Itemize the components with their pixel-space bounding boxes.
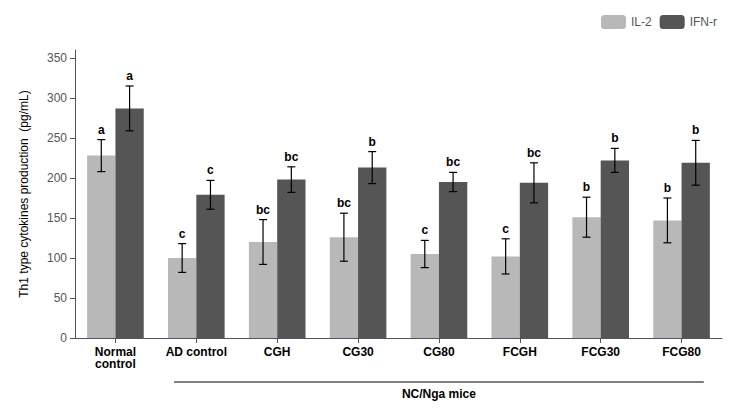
svg-text:CGH: CGH [264, 345, 291, 359]
svg-text:c: c [207, 163, 214, 177]
svg-text:AD control: AD control [166, 345, 227, 359]
svg-text:b: b [369, 135, 376, 149]
svg-text:250: 250 [47, 131, 67, 145]
svg-text:b: b [692, 123, 699, 137]
svg-text:150: 150 [47, 211, 67, 225]
svg-text:c: c [179, 227, 186, 241]
svg-text:b: b [611, 131, 618, 145]
svg-text:50: 50 [54, 291, 68, 305]
svg-text:FCG30: FCG30 [581, 345, 620, 359]
svg-text:200: 200 [47, 171, 67, 185]
svg-text:bc: bc [527, 146, 541, 160]
svg-text:bc: bc [337, 196, 351, 210]
svg-text:IL-2: IL-2 [631, 15, 652, 29]
svg-text:NC/Nga mice: NC/Nga mice [402, 387, 476, 401]
svg-text:350: 350 [47, 51, 67, 65]
svg-text:Th1 type cytokines production: Th1 type cytokines production (pg/mL) [17, 90, 31, 297]
svg-text:IFN-r: IFN-r [690, 15, 717, 29]
svg-text:a: a [126, 69, 133, 83]
svg-text:FCG80: FCG80 [662, 345, 701, 359]
svg-text:0: 0 [60, 331, 67, 345]
svg-text:FCGH: FCGH [503, 345, 537, 359]
svg-text:bc: bc [446, 155, 460, 169]
svg-text:b: b [583, 180, 590, 194]
svg-text:100: 100 [47, 251, 67, 265]
svg-text:bc: bc [256, 203, 270, 217]
svg-text:a: a [98, 123, 105, 137]
svg-text:c: c [421, 223, 428, 237]
svg-text:control: control [95, 357, 136, 371]
svg-text:CG30: CG30 [342, 345, 374, 359]
svg-text:c: c [502, 222, 509, 236]
svg-text:300: 300 [47, 91, 67, 105]
svg-text:Normal: Normal [94, 345, 137, 359]
svg-text:bc: bc [284, 150, 298, 164]
svg-text:b: b [664, 181, 671, 195]
svg-text:CG80: CG80 [423, 345, 455, 359]
